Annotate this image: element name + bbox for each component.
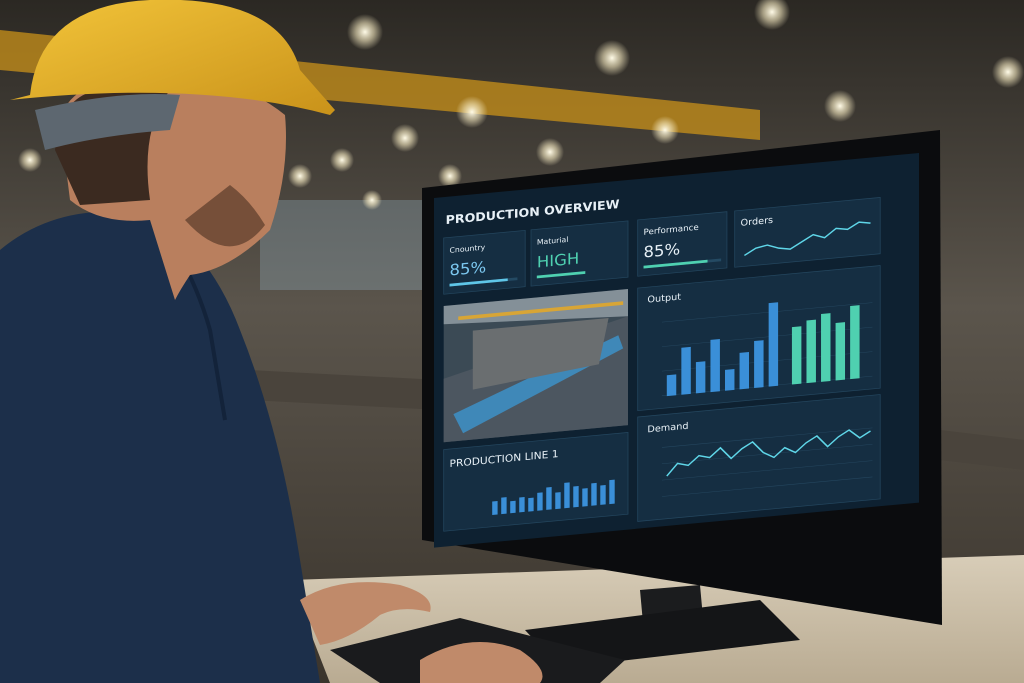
card [443,230,526,295]
grid-line [661,427,873,448]
bar [754,340,764,389]
bar [666,374,677,397]
demand-line [666,429,871,477]
bar [609,479,615,505]
plots [492,221,873,515]
progress-fill [643,259,708,269]
bar [519,496,525,513]
bar [850,305,860,380]
bar [695,361,706,394]
grid-line [661,460,873,481]
bar [725,368,735,391]
machinery [250,370,1024,470]
hard-hat [10,0,335,115]
card-label: Maturial [537,235,569,247]
card [530,220,629,287]
bar [546,486,552,510]
bar [501,497,507,515]
bar [739,351,750,390]
bar [492,500,498,515]
bar [806,319,816,384]
hat-strap [35,94,180,150]
card-value: 85% [450,258,487,280]
ceiling-lights [18,0,1024,210]
progress-fill [449,278,508,287]
card-label: Cnountry [450,243,486,255]
orders-line [744,221,871,257]
worker-jacket [0,211,320,683]
bar [791,326,802,385]
bar [537,492,543,511]
bar [835,322,846,381]
progress-fill [536,271,586,279]
card [734,197,881,268]
bar [510,500,516,514]
hand [420,642,543,683]
grid-line [661,476,873,497]
panel-title: Output [647,292,681,306]
bar [582,488,588,507]
card-value: HIGH [537,249,579,271]
bar [564,482,570,509]
panel-title: Demand [647,421,688,435]
card-label: Orders [741,215,774,229]
bar [681,346,691,395]
card-value: 85% [644,240,681,262]
bar [591,482,597,506]
camera-feed [443,288,629,443]
panel [637,394,881,522]
bar [600,484,606,505]
bar [710,338,720,393]
bar [528,497,534,512]
worker-beard [185,185,265,247]
hand [300,582,431,645]
grid-line [661,302,873,323]
bar [821,313,831,382]
panel [443,432,629,532]
bar [573,485,579,508]
monitor-base [525,600,800,668]
bar [768,302,779,387]
bar [555,492,561,510]
screen: PRODUCTION OVERVIEW Cnountry 85% Maturia… [434,152,920,548]
